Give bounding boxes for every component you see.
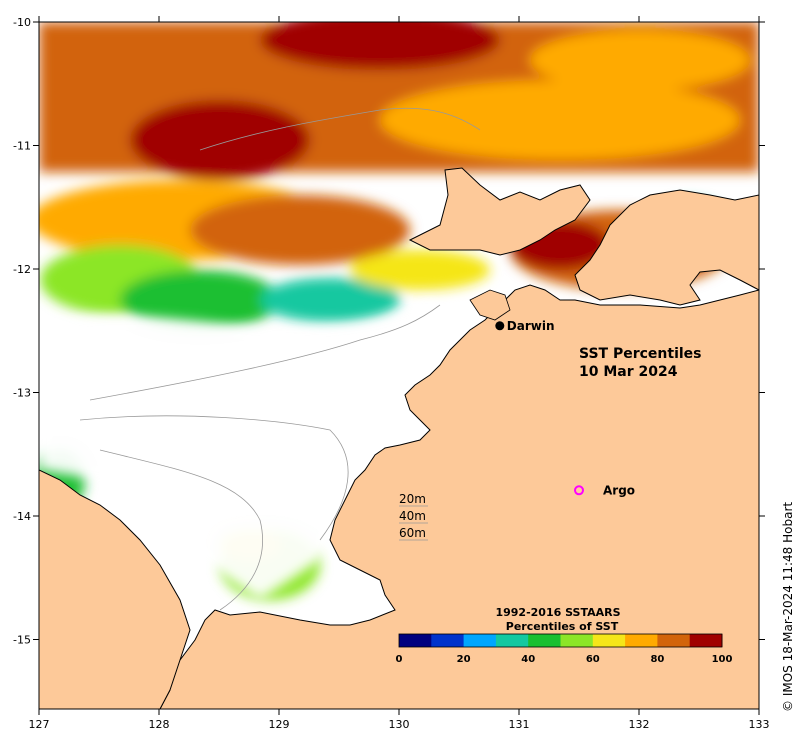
mainland xyxy=(159,284,759,709)
bathymetry-contours xyxy=(79,107,481,611)
x-tick-label: 130 xyxy=(389,718,410,731)
colorbar-swatches xyxy=(398,633,723,648)
colorbar-ticks: 0 20 40 60 80 100 xyxy=(396,654,733,665)
colorbar-swatch xyxy=(560,634,594,647)
contour-20m xyxy=(89,304,441,401)
colorbar-tick-label: 80 xyxy=(650,654,664,665)
colorbar-tick-label: 40 xyxy=(521,654,535,665)
sst-patch-orange-2 xyxy=(530,30,750,90)
y-tick-label: -15 xyxy=(13,634,31,647)
land xyxy=(39,167,759,709)
sst-patch-darkred-2 xyxy=(130,100,310,180)
sst-patch-darkred-1 xyxy=(260,22,500,70)
sst-patch-yellow-1 xyxy=(350,250,490,290)
colorbar-swatch xyxy=(495,634,529,647)
x-tick-label: 131 xyxy=(509,718,530,731)
colorbar-title-line1: 1992-2016 SSTAARS xyxy=(495,606,620,619)
colorbar-swatch xyxy=(399,634,432,647)
y-tick-label: -13 xyxy=(13,387,31,400)
x-tick-label: 127 xyxy=(29,718,50,731)
map-title-line2: 10 Mar 2024 xyxy=(579,364,678,380)
tiwi-islands xyxy=(408,167,591,256)
no-data-region xyxy=(39,300,460,600)
darwin-harbour-land xyxy=(469,289,511,321)
colorbar-swatch xyxy=(528,634,561,647)
sst-patch-green-1 xyxy=(120,270,280,330)
y-tick-label: -10 xyxy=(13,16,31,29)
darwin-label: Darwin xyxy=(507,319,555,333)
sst-patch-orange-1 xyxy=(380,80,740,160)
x-tick-label: 129 xyxy=(269,718,290,731)
x-tick-label: 128 xyxy=(149,718,170,731)
colorbar-swatch xyxy=(463,634,497,647)
colorbar-tick-label: 0 xyxy=(396,654,403,665)
coburg-peninsula xyxy=(574,189,759,306)
sst-patch-rust xyxy=(190,195,410,265)
depth-40m: 40m xyxy=(399,509,426,523)
colorbar-tick-label: 60 xyxy=(586,654,600,665)
y-tick-label: -14 xyxy=(13,510,31,523)
x-axis: 127 128 129 130 131 132 133 xyxy=(29,16,770,731)
colorbar-tick-label: 20 xyxy=(457,654,471,665)
argo-marker xyxy=(574,485,584,496)
darwin-marker xyxy=(495,321,505,331)
colorbar-tick-label: 100 xyxy=(712,654,733,665)
southwest-coast xyxy=(39,469,191,709)
colorbar-swatch xyxy=(657,634,691,647)
x-tick-label: 132 xyxy=(629,718,650,731)
map-title-line1: SST Percentiles xyxy=(579,346,702,362)
colorbar-outline xyxy=(398,633,723,648)
imos-credit: © IMOS 18-Mar-2024 11:48 Hobart xyxy=(781,502,795,712)
depth-legend: 20m 40m 60m xyxy=(399,492,428,541)
colorbar-swatch xyxy=(592,634,626,647)
sst-patch-teal-1 xyxy=(260,278,400,322)
argo-label: Argo xyxy=(603,483,635,497)
contour-40m xyxy=(79,415,349,541)
y-tick-label: -12 xyxy=(13,263,31,276)
depth-20m: 20m xyxy=(399,492,426,506)
contour-60m xyxy=(99,449,263,611)
colorbar-swatch xyxy=(625,634,658,647)
colorbar-swatch xyxy=(689,634,723,647)
colorbar: 1992-2016 SSTAARS Percentiles of SST 0 20… xyxy=(396,606,733,665)
y-tick-label: -11 xyxy=(13,140,31,153)
y-axis: -10 -11 -12 -13 -14 -15 xyxy=(13,16,765,647)
depth-60m: 60m xyxy=(399,526,426,540)
x-tick-label: 133 xyxy=(749,718,770,731)
colorbar-swatch xyxy=(431,634,465,647)
colorbar-title-line2: Percentiles of SST xyxy=(506,620,619,633)
contour-shelf xyxy=(199,107,481,151)
plot-area: Darwin Argo SST Percentiles 10 Mar 2024 … xyxy=(39,22,759,709)
